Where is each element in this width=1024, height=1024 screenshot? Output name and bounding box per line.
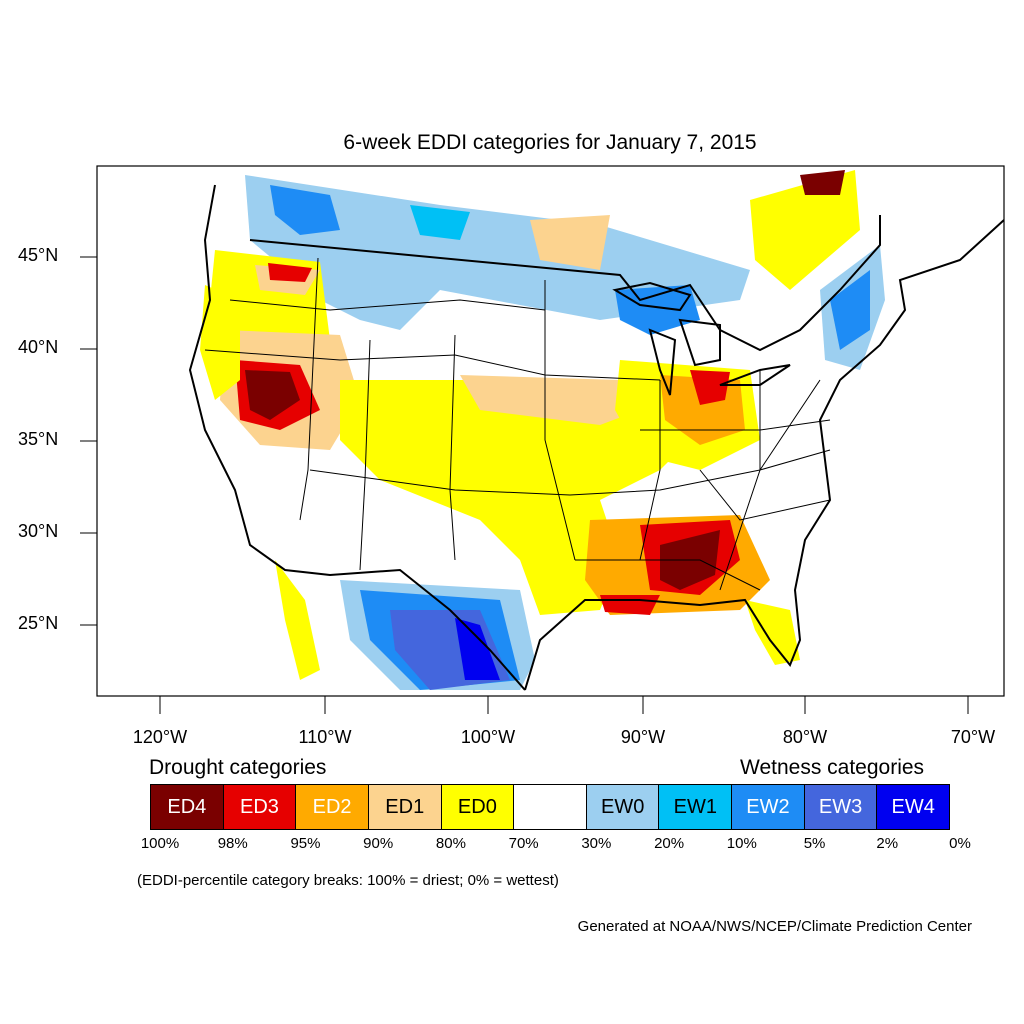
- category-note: (EDDI-percentile category breaks: 100% =…: [137, 872, 559, 889]
- legend-box-ed1: ED1: [368, 785, 442, 829]
- lat-label-35n: 35°N: [18, 429, 59, 449]
- percent-label: 2%: [876, 835, 899, 852]
- lon-label-120w: 120°W: [132, 727, 188, 747]
- legend-box-ed4: ED4: [151, 785, 224, 829]
- lon-ticks: [159, 696, 969, 714]
- lat-label-40n: 40°N: [18, 337, 59, 357]
- percent-label: 95%: [290, 835, 321, 852]
- lat-label-45n: 45°N: [18, 245, 59, 265]
- legend-box-ew3: EW3: [804, 785, 878, 829]
- percent-label: 90%: [363, 835, 394, 852]
- wetness-heading: Wetness categories: [740, 756, 925, 779]
- lat-label-25n: 25°N: [18, 613, 59, 633]
- lon-label-80w: 80°W: [782, 727, 828, 747]
- category-legend: ED4 ED3 ED2 ED1 ED0 EW0 EW1 EW2 EW3 EW4: [150, 784, 950, 830]
- lon-label-100w: 100°W: [460, 727, 516, 747]
- drought-heading: Drought categories: [149, 756, 327, 779]
- map-title: 6-week EDDI categories for January 7, 20…: [343, 131, 757, 154]
- legend-box-ew2: EW2: [732, 785, 805, 829]
- percent-label: 20%: [654, 835, 685, 852]
- percent-label: 0%: [949, 835, 971, 852]
- lat-ticks: [80, 256, 97, 626]
- percent-label: 5%: [803, 835, 826, 852]
- percent-label: 98%: [217, 835, 248, 852]
- legend-box-ed2: ED2: [296, 785, 369, 829]
- lat-label-30n: 30°N: [18, 521, 59, 541]
- category-shading: [200, 170, 885, 690]
- percent-label: 100%: [140, 835, 180, 852]
- legend-box-ew4: EW4: [877, 785, 950, 829]
- legend-box-ew0: EW0: [586, 785, 660, 829]
- lon-label-110w: 110°W: [298, 727, 352, 747]
- legend-box-ed0: ED0: [441, 785, 515, 829]
- legend-box-ew1: EW1: [659, 785, 733, 829]
- lon-label-70w: 70°W: [950, 727, 996, 747]
- boundary-lines: [188, 184, 1004, 691]
- map-frame: [96, 165, 1005, 697]
- percent-label: 80%: [435, 835, 466, 852]
- legend-box-normal: [514, 785, 587, 829]
- percent-label: 70%: [508, 835, 539, 852]
- percent-label: 30%: [581, 835, 612, 852]
- legend-box-ed3: ED3: [223, 785, 297, 829]
- credit-line: Generated at NOAA/NWS/NCEP/Climate Predi…: [577, 918, 972, 935]
- percent-label: 10%: [726, 835, 757, 852]
- lon-label-90w: 90°W: [620, 727, 666, 747]
